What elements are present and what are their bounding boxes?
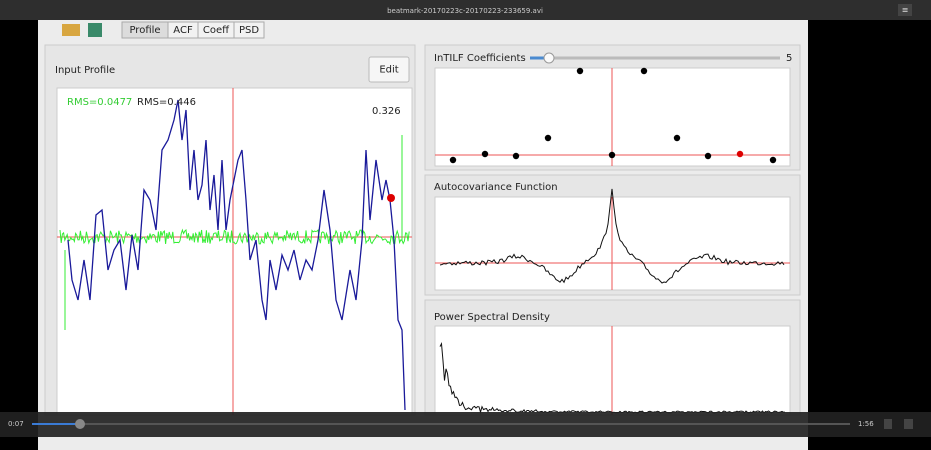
open-icon[interactable] xyxy=(62,24,80,36)
window-title: beatmark-20170223c-20170223-233659.avi xyxy=(387,7,543,15)
coefficient-dot xyxy=(544,134,552,142)
current-time: 0:07 xyxy=(8,420,24,428)
panel-title: Power Spectral Density xyxy=(434,312,550,323)
info-button[interactable] xyxy=(884,419,892,429)
edit-button[interactable] xyxy=(368,56,410,83)
coefficient-dot xyxy=(640,67,648,75)
seek-handle[interactable] xyxy=(75,419,85,429)
rms-noise: RMS=0.0477 xyxy=(67,97,132,108)
coefficient-dots xyxy=(449,67,777,164)
coefficient-dot xyxy=(704,152,712,160)
menu-button[interactable] xyxy=(898,4,912,16)
edit-button-label: Edit xyxy=(379,65,398,76)
tab-label: PSD xyxy=(239,25,259,36)
save-icon[interactable] xyxy=(88,23,102,37)
profile-plot xyxy=(56,87,413,416)
profile-trace xyxy=(67,99,406,411)
title-bar xyxy=(0,0,931,20)
acf-trace xyxy=(439,188,785,284)
coefficient-dot xyxy=(512,152,520,160)
menu-icon: ≡ xyxy=(902,6,909,15)
panel-title: InTILF Coefficients xyxy=(434,53,526,64)
duration: 1:56 xyxy=(858,420,874,428)
coefficient-dot xyxy=(769,156,777,164)
tab-label: Coeff xyxy=(203,25,230,36)
tab-label: Profile xyxy=(129,25,160,36)
slider-handle[interactable] xyxy=(543,52,555,64)
tab[interactable] xyxy=(233,21,265,39)
coefficient-dot xyxy=(481,150,489,158)
noise-trace xyxy=(59,228,410,246)
coefficient-dot xyxy=(608,151,616,159)
panel-title: Input Profile xyxy=(55,65,115,76)
tab-bar: Profile ACF Coeff PSD xyxy=(121,21,265,39)
tab-label: ACF xyxy=(173,25,193,36)
profile-cursor xyxy=(387,194,395,202)
panel-title: Autocovariance Function xyxy=(434,182,558,193)
coefficient-dot xyxy=(673,134,681,142)
coefficient-dot xyxy=(736,150,744,158)
coefficient-dot xyxy=(449,156,457,164)
volume-button[interactable] xyxy=(904,419,913,429)
rms-profile: RMS=0.446 xyxy=(137,97,196,108)
coefficient-dot xyxy=(576,67,584,75)
profile-value: 0.326 xyxy=(372,106,401,117)
slider-value: 5 xyxy=(786,53,792,64)
